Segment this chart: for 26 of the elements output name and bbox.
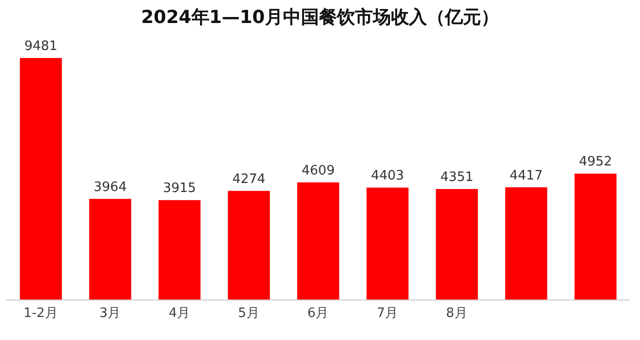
bar bbox=[574, 174, 617, 300]
data-label: 4952 bbox=[578, 154, 612, 170]
x-tick-label: 4月 bbox=[168, 306, 190, 322]
bar bbox=[158, 200, 201, 300]
data-label: 4403 bbox=[370, 168, 404, 184]
data-label: 4274 bbox=[232, 172, 266, 187]
chart-title: 2024年1—10月中国餐饮市场收入（亿元） bbox=[140, 6, 500, 30]
x-tick-label: 1-2月 bbox=[24, 306, 58, 322]
x-tick-label: 7月 bbox=[376, 306, 398, 322]
bar bbox=[366, 188, 409, 300]
x-tick-label: 5月 bbox=[238, 306, 260, 322]
x-tick-label: 6月 bbox=[307, 306, 329, 322]
bar bbox=[228, 190, 270, 300]
bar bbox=[20, 58, 62, 300]
bar bbox=[505, 187, 548, 300]
bar bbox=[436, 188, 478, 300]
x-tick-label: 3月 bbox=[99, 306, 121, 322]
data-label: 4609 bbox=[302, 163, 335, 178]
data-label: 4351 bbox=[440, 170, 474, 185]
bar bbox=[89, 198, 132, 300]
data-label: 3964 bbox=[94, 180, 127, 195]
x-tick-label: 8月 bbox=[446, 306, 468, 322]
data-label: 3915 bbox=[162, 181, 196, 196]
data-label: 9481 bbox=[24, 39, 58, 54]
data-label: 4417 bbox=[510, 168, 543, 184]
bar bbox=[297, 182, 340, 300]
